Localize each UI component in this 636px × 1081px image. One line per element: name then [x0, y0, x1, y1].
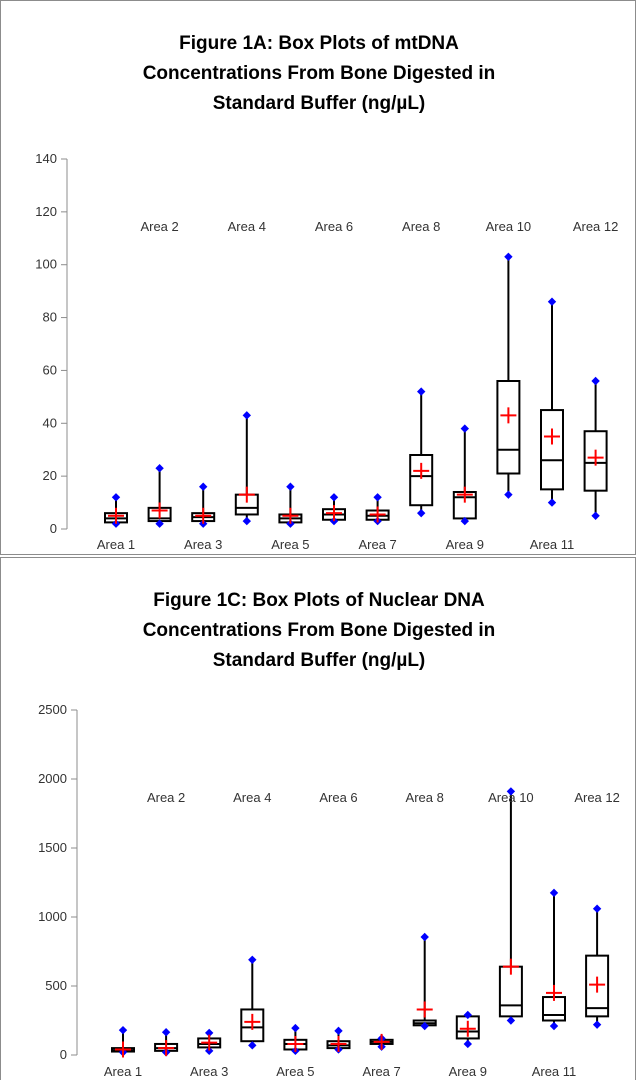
max-marker	[591, 376, 600, 386]
category-label: Area 12	[574, 790, 620, 805]
y-tick-label: 500	[45, 978, 67, 993]
category-label: Area 1	[97, 537, 135, 552]
min-marker	[591, 511, 600, 520]
category-label: Area 2	[147, 790, 185, 805]
box	[409, 454, 434, 507]
max-marker	[547, 297, 557, 306]
chart-title: Figure 1C: Box Plots of Nuclear DNA Conc…	[1, 586, 636, 676]
max-marker	[373, 493, 382, 502]
max-marker	[329, 493, 339, 502]
max-marker	[549, 888, 559, 898]
y-tick-label: 2000	[38, 771, 67, 786]
category-label: Area 8	[402, 219, 440, 234]
category-label: Area 7	[362, 1064, 400, 1079]
category-label: Area 9	[446, 537, 484, 552]
min-marker	[248, 1041, 257, 1050]
category-label: Area 11	[530, 537, 575, 552]
title-line-2: Concentrations From Bone Digested in	[142, 63, 496, 84]
category-label: Area 10	[488, 790, 534, 805]
category-label: Area 5	[271, 537, 309, 552]
category-label: Area 6	[315, 219, 353, 234]
y-tick-label: 100	[35, 257, 57, 272]
min-marker	[547, 498, 557, 507]
category-label: Area 3	[190, 1064, 228, 1079]
y-tick-label: 0	[50, 521, 57, 536]
category-label: Area 4	[233, 790, 271, 805]
min-marker	[592, 1020, 602, 1029]
title-line-1: Figure 1A: Box Plots of mtDNA	[179, 33, 459, 54]
category-label: Area 8	[406, 790, 444, 805]
box-plot-1c: 0 500 1000 1500 2000 2500 Area 1 Area 2 Area 3 Ar…	[38, 702, 620, 1079]
min-marker	[417, 508, 426, 518]
max-marker	[291, 1023, 300, 1033]
min-marker	[420, 1021, 429, 1031]
y-tick-label: 1000	[38, 909, 67, 924]
chart-panel-1c: Figure 1C: Box Plots of Nuclear DNA Conc…	[0, 557, 636, 1080]
min-marker	[504, 490, 513, 499]
y-tick-label: 120	[35, 204, 57, 219]
y-tick-label: 60	[43, 362, 57, 377]
max-marker	[417, 387, 426, 396]
title-line-3: Standard Buffer (ng/µL)	[212, 650, 426, 671]
category-label: Area 10	[486, 219, 532, 234]
min-marker	[460, 516, 469, 526]
y-tick-label: 0	[60, 1047, 67, 1062]
category-label: Area 3	[184, 537, 222, 552]
min-marker	[549, 1021, 559, 1031]
max-marker	[463, 1010, 472, 1020]
category-label: Area 4	[228, 219, 266, 234]
min-marker	[506, 1016, 516, 1025]
min-marker	[463, 1039, 472, 1049]
max-marker	[592, 904, 602, 913]
y-tick-label: 40	[43, 415, 57, 430]
max-marker	[118, 1025, 128, 1035]
y-tick-label: 140	[35, 151, 57, 166]
category-label: Area 7	[358, 537, 396, 552]
max-marker	[420, 932, 429, 942]
title-line-3: Standard Buffer (ng/µL)	[212, 93, 426, 114]
max-marker	[111, 493, 121, 502]
max-marker	[248, 955, 257, 964]
max-marker	[334, 1026, 343, 1036]
chart-title: Figure 1A: Box Plots of mtDNA Concentrat…	[1, 29, 636, 119]
category-label: Area 1	[104, 1064, 142, 1079]
y-tick-label: 1500	[38, 840, 67, 855]
min-marker	[242, 516, 251, 526]
max-marker	[504, 252, 513, 261]
box-plot-1a: 0 20 40 60 80 100 120 140 Area 1 Area 2 Area 3 Area…	[35, 151, 619, 552]
title-line-1: Figure 1C: Box Plots of Nuclear DNA	[153, 590, 485, 611]
max-marker	[155, 464, 164, 473]
y-tick-label: 20	[43, 468, 57, 483]
category-label: Area 5	[276, 1064, 314, 1079]
category-label: Area 12	[573, 219, 619, 234]
chart-panel-1a: Figure 1A: Box Plots of mtDNA Concentrat…	[0, 0, 636, 555]
category-label: Area 6	[319, 790, 357, 805]
max-marker	[242, 411, 251, 420]
y-tick-label: 80	[43, 310, 57, 325]
y-tick-label: 2500	[38, 702, 67, 717]
min-marker	[155, 519, 164, 528]
max-marker	[286, 482, 295, 491]
category-label: Area 11	[532, 1064, 577, 1079]
box	[496, 380, 521, 475]
max-marker	[460, 424, 469, 433]
category-label: Area 2	[140, 219, 178, 234]
min-marker	[205, 1046, 214, 1056]
max-marker	[199, 482, 208, 491]
title-line-2: Concentrations From Bone Digested in	[142, 620, 496, 641]
max-marker	[161, 1028, 171, 1037]
category-label: Area 9	[449, 1064, 487, 1079]
max-marker	[506, 787, 516, 796]
box	[540, 409, 564, 491]
